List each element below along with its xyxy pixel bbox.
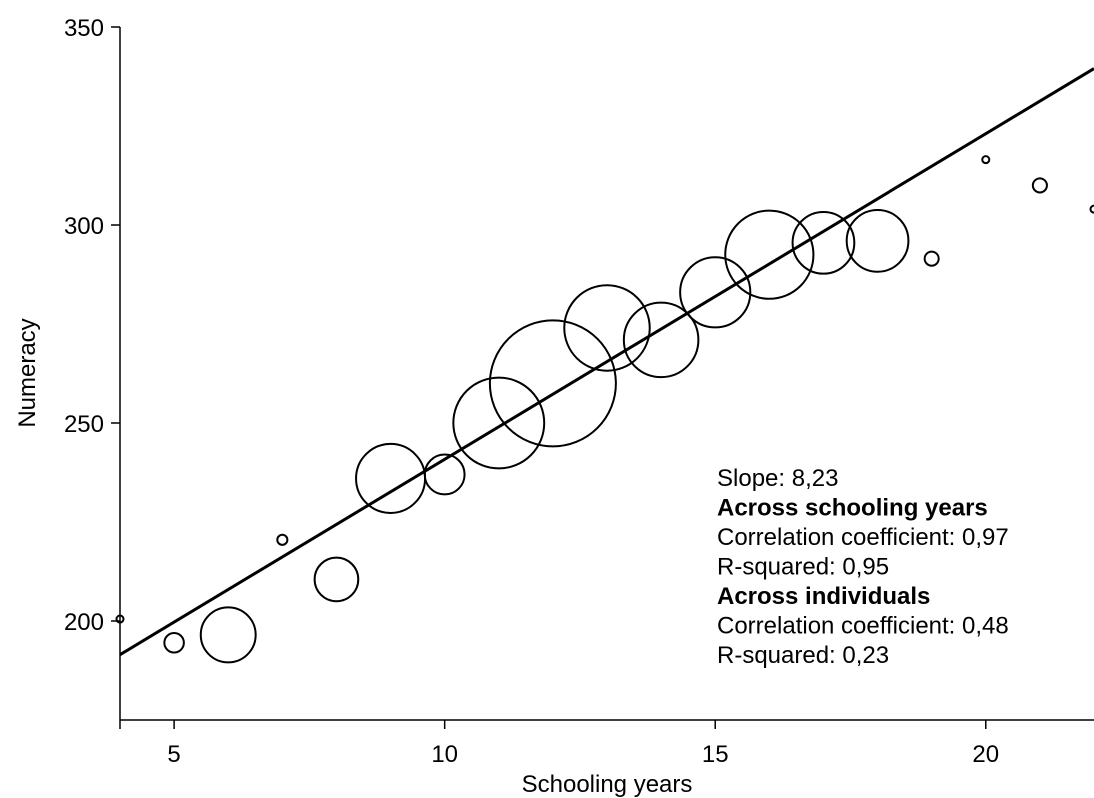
x-tick-label: 10	[431, 741, 458, 768]
bubble-point	[276, 533, 289, 546]
bubble-point	[199, 606, 257, 664]
y-axis-title: Numeracy	[14, 318, 41, 427]
bubble-point	[1031, 177, 1048, 194]
stat-line: R-squared: 0,95	[717, 554, 889, 581]
y-tick-label: 200	[64, 609, 104, 636]
axis-labels: Schooling years Numeracy	[14, 318, 692, 798]
bubble-point	[679, 256, 752, 329]
bubble-point	[923, 250, 940, 267]
fit-line	[119, 67, 1094, 656]
y-tick-label: 250	[64, 411, 104, 438]
stat-line: Correlation coefficient: 0,48	[717, 613, 1009, 640]
bubble-point	[563, 284, 651, 372]
stat-heading: Across individuals	[717, 583, 930, 610]
fit-line-group	[119, 67, 1094, 656]
axes: 5 10 15 20 200 250 300 350	[64, 15, 1094, 768]
bubble-point	[1089, 204, 1094, 214]
bubble-point	[163, 632, 185, 654]
bubble-point	[452, 376, 546, 470]
y-tick-label: 300	[64, 213, 104, 240]
bubble-point	[845, 208, 910, 273]
bubble-point	[313, 556, 360, 603]
bubble-point	[622, 301, 700, 379]
bubble-point	[791, 210, 856, 275]
bubble-point	[115, 614, 125, 624]
x-axis-title: Schooling years	[522, 771, 693, 798]
x-tick-label: 5	[167, 741, 180, 768]
y-tick-label: 350	[64, 15, 104, 42]
bubble-point	[488, 319, 617, 448]
stat-line: Correlation coefficient: 0,97	[717, 524, 1009, 551]
bubble-point	[423, 453, 466, 496]
stat-line: Slope: 8,23	[717, 465, 838, 492]
bubble-point	[981, 155, 991, 165]
bubble-point	[724, 209, 815, 300]
x-tick-label: 20	[972, 741, 999, 768]
x-tick-label: 15	[702, 741, 729, 768]
stat-line: R-squared: 0,23	[717, 642, 889, 669]
stat-heading: Across schooling years	[717, 495, 988, 522]
bubbles	[115, 155, 1094, 664]
